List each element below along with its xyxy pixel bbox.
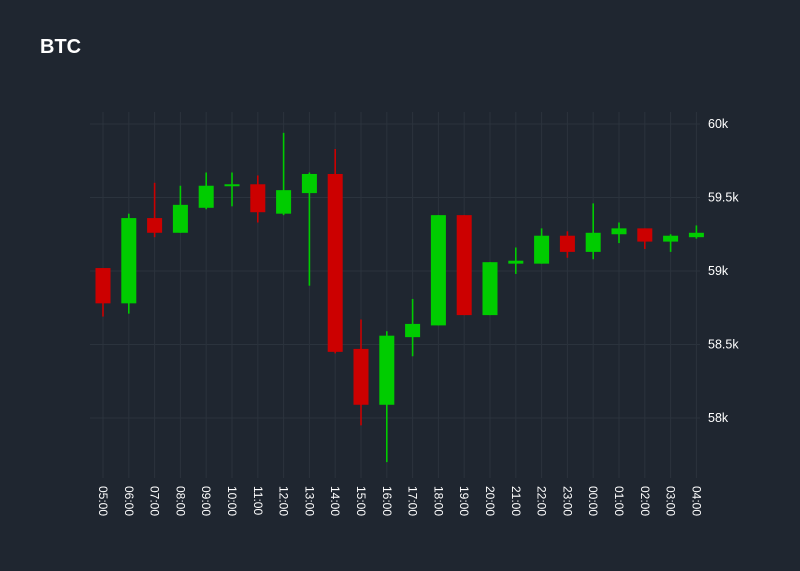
candle-body [456,215,472,316]
x-tick-label: 18:00 [431,486,445,516]
x-tick-label: 09:00 [199,486,213,516]
x-tick-label: 06:00 [122,486,136,516]
candle [430,215,446,326]
x-tick-label: 16:00 [380,486,394,516]
x-tick-label: 19:00 [457,486,471,516]
candle-body [637,228,653,242]
candle-body [172,204,188,233]
candle-body [688,232,704,238]
candle-body [198,185,214,208]
x-tick-label: 14:00 [328,486,342,516]
candle-body [147,218,163,233]
candle-body [430,215,446,326]
y-tick-label: 59.5k [708,191,739,205]
candle-body [95,268,111,304]
candle [353,319,369,426]
x-axis-labels: 05:00 06:00 07:00 08:00 09:00 10:00 11:00 12:00… [96,486,703,516]
x-tick-label: 23:00 [560,486,574,516]
x-tick-label: 12:00 [277,486,291,516]
candle [147,182,163,238]
candle [534,228,550,264]
candle-body [276,190,292,214]
candle-body [585,232,601,252]
candle-body [663,235,679,242]
candle [250,175,266,223]
candle [637,228,653,249]
candle [224,172,240,207]
x-tick-label: 00:00 [586,486,600,516]
grid-lines [90,112,700,478]
candle [405,298,421,357]
candle-body [534,235,550,264]
candle-body [379,335,395,405]
x-tick-label: 21:00 [509,486,523,516]
candle-body [482,262,498,316]
candles [95,132,704,463]
candle [559,231,575,258]
x-tick-label: 05:00 [96,486,110,516]
candle [327,148,343,354]
candle-body [301,173,317,194]
candle-body [250,184,266,213]
candle [276,132,292,216]
y-tick-label: 59k [708,264,729,278]
candle-body [611,228,627,235]
x-tick-label: 17:00 [406,486,420,516]
candle [172,185,188,233]
candle-body [508,260,524,264]
candle [508,247,524,274]
candle-body [327,173,343,352]
candle [482,262,498,316]
candle [585,203,601,260]
x-tick-label: 03:00 [664,486,678,516]
candle-body [405,323,421,338]
candle [121,213,137,314]
candle [301,172,317,286]
x-tick-label: 20:00 [483,486,497,516]
x-tick-label: 10:00 [225,486,239,516]
candle-body [353,348,369,405]
y-tick-label: 58.5k [708,338,739,352]
candle [456,215,472,316]
candle [198,172,214,210]
candle [688,225,704,239]
candle-body [559,235,575,252]
x-tick-label: 01:00 [612,486,626,516]
x-tick-label: 22:00 [535,486,549,516]
candle [379,331,395,463]
x-tick-label: 11:00 [251,486,265,515]
x-tick-label: 15:00 [354,486,368,516]
y-tick-label: 60k [708,117,729,131]
y-axis-labels: 60k 59.5k 59k 58.5k 58k [708,117,739,425]
x-tick-label: 08:00 [173,486,187,516]
x-tick-label: 04:00 [689,486,703,516]
chart-title: BTC [40,36,82,58]
y-tick-label: 58k [708,411,729,425]
x-tick-label: 07:00 [148,486,162,516]
candle-body [121,218,137,304]
candle [611,222,627,244]
x-tick-label: 02:00 [638,486,652,516]
candle-body [224,184,240,187]
candle [95,268,111,317]
candle [663,234,679,252]
x-tick-label: 13:00 [302,486,316,516]
